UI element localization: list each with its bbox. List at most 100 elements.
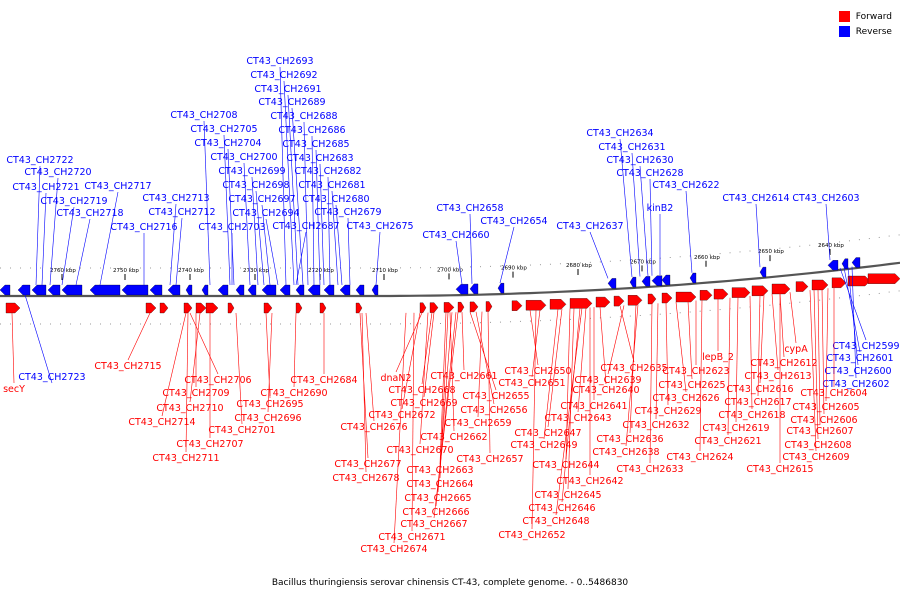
leader-line: [375, 231, 381, 286]
gene-label: CT43_CH2666: [402, 507, 469, 518]
leader-line: [189, 312, 201, 403]
gene-label: CT43_CH2644: [532, 460, 599, 471]
gene-label: CT43_CH2720: [24, 167, 91, 178]
leader-line: [757, 295, 761, 397]
forward-gene: [469, 301, 479, 313]
leader-line: [327, 176, 331, 286]
gene-label: CT43_CH2612: [750, 358, 817, 369]
gene-label: CT43_CH2698: [222, 180, 289, 191]
leader-line: [699, 300, 703, 452]
gene-label: CT43_CH2614: [722, 193, 789, 204]
gene-label: CT43_CH2646: [528, 503, 595, 514]
leader-line: [393, 312, 407, 544]
reverse-gene: [167, 284, 181, 296]
leader-line: [291, 107, 304, 286]
reverse-gene: [641, 276, 651, 287]
leader-line: [629, 304, 637, 434]
leader-line: [11, 312, 15, 384]
gene-label: CT43_CH2679: [314, 207, 381, 218]
leader-line: [789, 292, 797, 344]
leader-line: [41, 192, 47, 286]
forward-gene: [569, 298, 593, 309]
forward-gene: [713, 288, 729, 300]
leader-line: [727, 297, 731, 436]
leader-line: [421, 312, 433, 385]
leader-line: [531, 309, 537, 530]
gene-label: CT43_CH2658: [436, 203, 503, 214]
reverse-gene: [651, 275, 663, 286]
gene-label: CT43_CH2637: [556, 221, 623, 232]
gene-label: CT43_CH2649: [510, 440, 577, 451]
reverse-gene: [17, 284, 31, 296]
forward-gene: [183, 302, 193, 314]
gene-layer: [0, 257, 900, 314]
gene-label: CT43_CH2704: [194, 138, 261, 149]
gene-label: CT43_CH2710: [156, 403, 223, 414]
leader-line: [565, 308, 571, 460]
tick-label: 2720 kbp: [308, 268, 334, 274]
forward-gene: [5, 302, 21, 314]
gene-label: CT43_CH2602: [822, 379, 889, 390]
leader-line: [423, 312, 435, 398]
leader-line: [639, 165, 649, 277]
leader-line: [847, 266, 859, 366]
reverse-gene: [89, 284, 121, 296]
leader-line: [487, 311, 491, 454]
gene-label: CT43_CH2676: [340, 422, 407, 433]
gene-label: CT43_CH2638: [592, 447, 659, 458]
tick-label: 2650 kbp: [758, 249, 784, 255]
gene-label: CT43_CH2629: [634, 406, 701, 417]
forward-gene: [485, 301, 493, 312]
gene-label: CT43_CH2603: [792, 193, 859, 204]
leader-line: [235, 312, 243, 425]
leader-line: [261, 204, 271, 286]
gene-label: secY: [3, 384, 25, 395]
gene-label: CT43_CH2723: [18, 372, 85, 383]
reverse-gene: [455, 284, 469, 295]
leader-line: [665, 302, 669, 406]
reverse-gene: [185, 284, 193, 296]
gene-label: CT43_CH2691: [254, 84, 321, 95]
reverse-gene: [851, 257, 861, 268]
leader-line: [293, 312, 297, 388]
forward-gene: [145, 302, 157, 314]
forward-gene: [419, 302, 427, 313]
gene-label: CT43_CH2670: [386, 445, 453, 456]
leader-line: [851, 266, 857, 379]
leader-line: [839, 267, 867, 341]
forward-gene: [429, 302, 439, 313]
tick-label: 2700 kbp: [437, 267, 463, 273]
reverse-swatch: [838, 26, 850, 37]
reverse-gene: [61, 284, 83, 296]
leader-line: [243, 162, 251, 286]
leader-line: [631, 152, 641, 277]
leader-line: [283, 80, 295, 286]
gene-label: CT43_CH2684: [290, 375, 357, 386]
figure-caption: Bacillus thuringiensis serovar chinensis…: [271, 578, 629, 588]
gene-label: CT43_CH2703: [198, 222, 265, 233]
gene-label: CT43_CH2672: [368, 410, 435, 421]
gene-label: CT43_CH2659: [444, 418, 511, 429]
leader-line: [267, 312, 273, 413]
gene-label: CT43_CH2662: [420, 432, 487, 443]
gene-label: CT43_CH2671: [378, 532, 445, 543]
leader-line: [279, 66, 287, 286]
reverse-gene: [759, 266, 767, 278]
forward-gene: [443, 302, 455, 313]
gene-label: CT43_CH2606: [790, 415, 857, 426]
leader-line: [567, 308, 575, 490]
gene-label: CT43_CH2694: [232, 208, 299, 219]
leader-line: [319, 163, 325, 286]
gene-label: CT43_CH2685: [282, 139, 349, 150]
reverse-gene: [149, 284, 163, 296]
leader-line: [619, 305, 635, 363]
gene-label: CT43_CH2690: [260, 388, 327, 399]
gene-label: CT43_CH2634: [586, 128, 653, 139]
gene-label: CT43_CH2700: [210, 152, 277, 163]
gene-label: CT43_CH2661: [430, 371, 497, 382]
legend-forward: Forward: [838, 9, 892, 24]
gene-label: CT43_CH2664: [406, 479, 473, 490]
gene-label: cypA: [784, 344, 808, 355]
reverse-gene: [295, 284, 305, 296]
reverse-gene: [307, 284, 321, 296]
